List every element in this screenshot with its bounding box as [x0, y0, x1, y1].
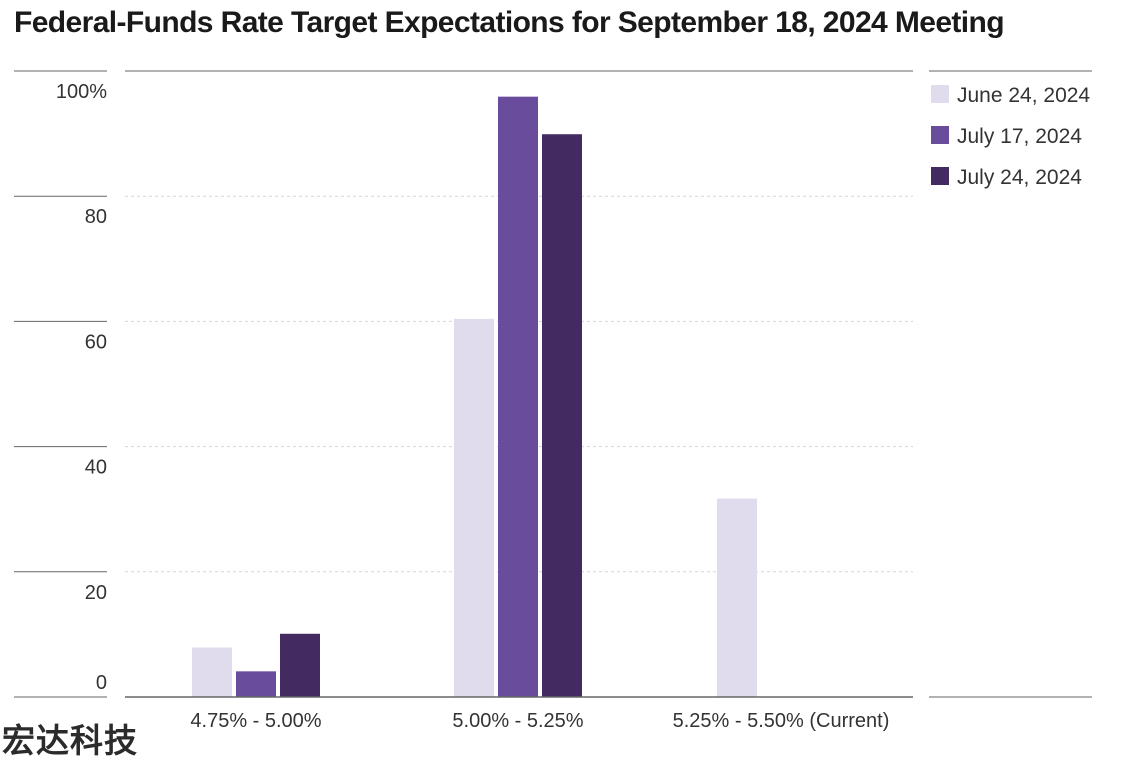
bar	[454, 318, 494, 697]
x-tick-label: 4.75% - 5.00%	[190, 710, 321, 732]
legend-label: July 17, 2024	[957, 125, 1082, 148]
chart-title: Federal-Funds Rate Target Expectations f…	[14, 6, 1005, 39]
bar	[542, 134, 582, 697]
bar	[717, 498, 757, 697]
y-tick-label: 60	[85, 331, 107, 353]
legend-label: June 24, 2024	[957, 84, 1090, 107]
y-tick-label: 40	[85, 457, 107, 479]
legend-swatch	[931, 126, 949, 144]
y-tick-label: 100%	[56, 81, 107, 103]
x-axis: 4.75% - 5.00% 5.00% - 5.25% 5.25% - 5.50% …	[125, 696, 1092, 732]
x-tick-label: 5.00% - 5.25%	[452, 710, 583, 732]
y-tick-label: 20	[85, 582, 107, 604]
legend-label: July 24, 2024	[957, 166, 1082, 189]
legend-swatch	[931, 85, 949, 103]
y-tick-label: 0	[96, 672, 107, 694]
bars	[192, 96, 757, 697]
bar	[280, 633, 320, 697]
legend-swatch	[931, 167, 949, 185]
bar	[236, 671, 276, 697]
bar	[498, 96, 538, 697]
watermark: 宏达科技	[2, 721, 138, 760]
bar	[192, 647, 232, 697]
x-tick-label: 5.25% - 5.50% (Current)	[673, 710, 890, 732]
y-axis-ticks: 0 20 40 60 80 100%	[14, 70, 107, 698]
legend: June 24, 2024 July 17, 2024 July 24, 2024	[931, 84, 1090, 189]
grid-lines	[125, 70, 1092, 573]
y-tick-label: 80	[85, 206, 107, 228]
